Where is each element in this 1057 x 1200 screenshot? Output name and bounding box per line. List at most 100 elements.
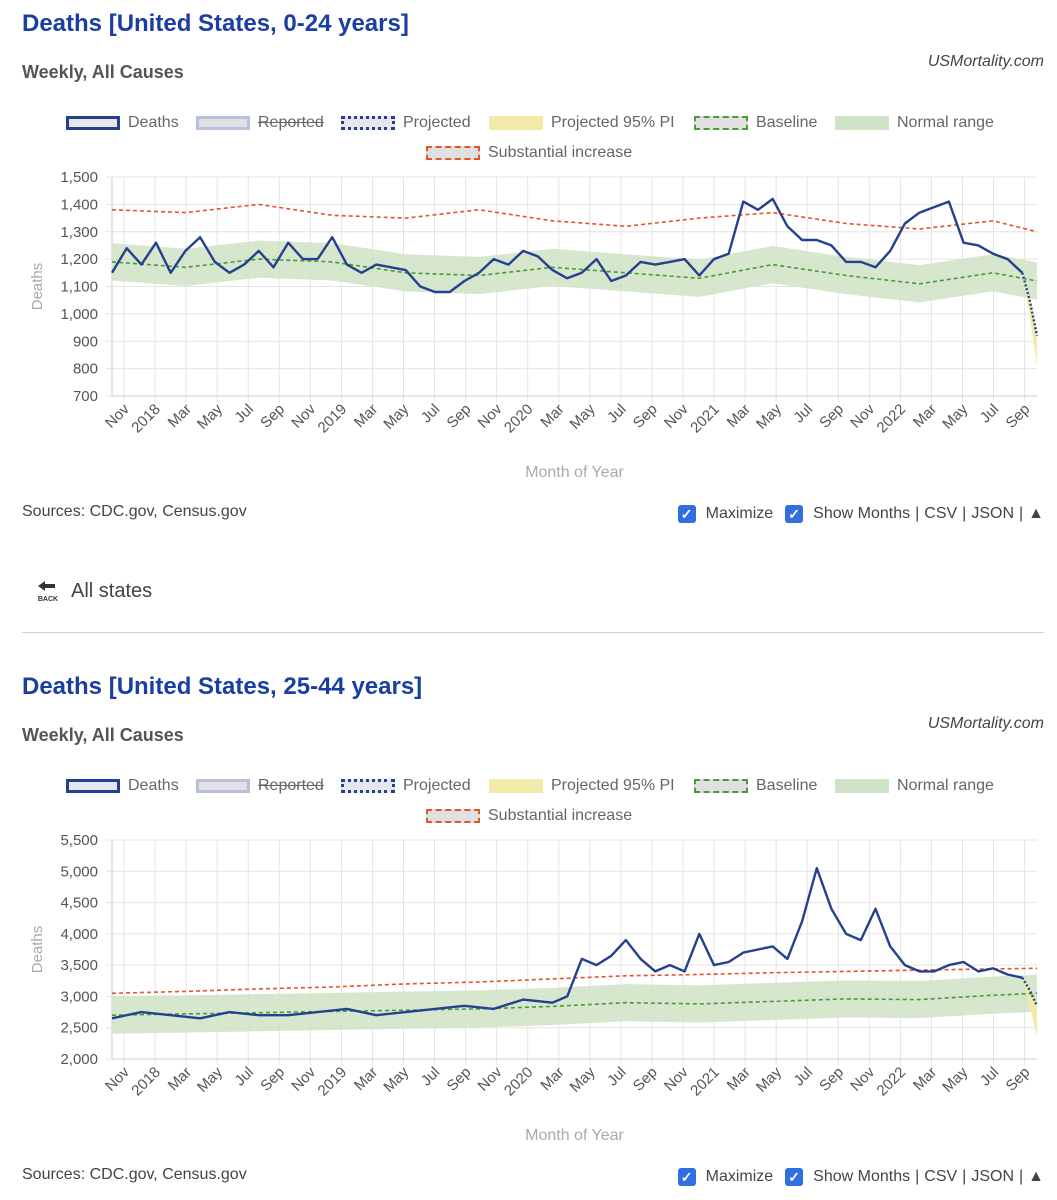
- y-tick-label: 5,000: [60, 863, 98, 880]
- csv-link[interactable]: CSV: [924, 505, 958, 522]
- legend-swatch: [66, 116, 120, 130]
- x-tick-label: Nov: [661, 400, 692, 431]
- x-tick-label: Nov: [475, 1063, 506, 1094]
- x-tick-label: 2022: [874, 1064, 910, 1100]
- chart-title: Deaths [United States, 25-44 years]: [22, 673, 423, 700]
- legend-item-substantial-increase[interactable]: Substantial increase: [426, 144, 632, 162]
- x-tick-label: Nov: [288, 1063, 319, 1094]
- legend-item-substantial-increase[interactable]: Substantial increase: [426, 807, 632, 825]
- chart-title: Deaths [United States, 0-24 years]: [22, 10, 409, 37]
- back-icon: BACK: [38, 581, 58, 603]
- x-tick-label: Mar: [537, 1064, 567, 1094]
- x-tick-label: Sep: [444, 1064, 475, 1095]
- scroll-top-icon[interactable]: ▲: [1028, 1168, 1044, 1185]
- legend-item-reported[interactable]: Reported: [196, 777, 324, 795]
- x-tick-label: Nov: [102, 400, 133, 431]
- x-tick-label: 2020: [501, 401, 537, 437]
- x-tick-label: Nov: [288, 400, 319, 431]
- separator: |: [962, 505, 967, 522]
- y-axis-title: Deaths: [29, 926, 46, 974]
- maximize-checkbox[interactable]: ✓: [677, 1168, 696, 1186]
- projected-line: [1021, 977, 1039, 1007]
- legend-label: Projected 95% PI: [551, 777, 675, 794]
- x-tick-label: Jul: [604, 401, 630, 427]
- legend-item-projected-pi[interactable]: Projected 95% PI: [489, 777, 675, 795]
- x-tick-label: 2021: [687, 1064, 723, 1100]
- x-tick-label: Mar: [537, 401, 567, 431]
- y-tick-label: 2,500: [60, 1020, 98, 1037]
- legend-item-baseline[interactable]: Baseline: [694, 114, 817, 132]
- x-tick-label: Sep: [257, 1064, 288, 1095]
- x-tick-label: May: [380, 400, 412, 432]
- legend-item-projected[interactable]: Projected: [341, 114, 471, 132]
- show-months-label: Show Months: [813, 1168, 911, 1185]
- x-tick-label: Sep: [257, 401, 288, 432]
- legend-item-normal-range[interactable]: Normal range: [835, 114, 994, 132]
- legend-item-deaths[interactable]: Deaths: [66, 777, 179, 795]
- separator: |: [915, 505, 920, 522]
- legend-swatch: [341, 116, 395, 130]
- legend-label: Projected: [403, 114, 471, 131]
- legend-item-projected[interactable]: Projected: [341, 777, 471, 795]
- maximize-label: Maximize: [705, 1168, 774, 1185]
- legend-item-normal-range[interactable]: Normal range: [835, 777, 994, 795]
- x-tick-label: Jul: [231, 401, 257, 427]
- y-tick-label: 2,000: [60, 1051, 98, 1068]
- back-link[interactable]: BACK All states: [35, 578, 152, 604]
- x-tick-label: 2022: [874, 401, 910, 437]
- legend-label: Normal range: [897, 114, 994, 131]
- legend-label: Deaths: [128, 114, 179, 131]
- show-months-checkbox[interactable]: ✓: [785, 1168, 804, 1186]
- x-tick-label: Sep: [1003, 1064, 1034, 1095]
- y-axis-title: Deaths: [29, 263, 46, 311]
- sources-text: Sources: CDC.gov, Census.gov: [22, 503, 247, 520]
- y-tick-label: 5,500: [60, 832, 98, 849]
- x-tick-label: May: [939, 400, 971, 432]
- legend-item-deaths[interactable]: Deaths: [66, 114, 179, 132]
- json-link[interactable]: JSON: [971, 1168, 1014, 1185]
- separator: |: [915, 1168, 920, 1185]
- legend-item-reported[interactable]: Reported: [196, 114, 324, 132]
- x-tick-label: 2018: [128, 1064, 164, 1100]
- scroll-top-icon[interactable]: ▲: [1028, 505, 1044, 522]
- legend-swatch: [694, 116, 748, 130]
- brand-label: USMortality.com: [927, 715, 1044, 732]
- show-months-label: Show Months: [813, 505, 911, 522]
- legend-label: Normal range: [897, 777, 994, 794]
- x-tick-label: Nov: [102, 1063, 133, 1094]
- show-months-checkbox[interactable]: ✓: [785, 505, 804, 523]
- csv-link[interactable]: CSV: [924, 1168, 958, 1185]
- x-tick-label: Sep: [630, 1064, 661, 1095]
- legend-label: Substantial increase: [488, 807, 633, 824]
- legend-item-baseline[interactable]: Baseline: [694, 777, 817, 795]
- divider: [22, 632, 1044, 633]
- legend-label: Baseline: [756, 777, 818, 794]
- y-tick-label: 1,200: [60, 251, 98, 268]
- chart-controls: ✓ Maximize ✓ Show Months | CSV | JSON | …: [677, 1168, 1044, 1186]
- json-link[interactable]: JSON: [971, 505, 1014, 522]
- y-tick-label: 1,500: [60, 169, 98, 186]
- x-tick-label: Jul: [977, 1064, 1003, 1090]
- substantial-increase-line: [111, 967, 1038, 995]
- maximize-checkbox[interactable]: ✓: [677, 505, 696, 523]
- y-tick-label: 4,000: [60, 926, 98, 943]
- separator: |: [1019, 505, 1024, 522]
- legend-swatch: [489, 116, 543, 130]
- y-tick-label: 3,500: [60, 957, 98, 974]
- normal-range-band: [112, 974, 1037, 1034]
- legend-swatch: [196, 779, 250, 793]
- legend-swatch: [196, 116, 250, 130]
- x-tick-label: May: [753, 400, 785, 432]
- legend-item-projected-pi[interactable]: Projected 95% PI: [489, 114, 675, 132]
- x-tick-label: 2019: [315, 401, 351, 437]
- legend-swatch: [489, 779, 543, 793]
- y-tick-label: 1,400: [60, 196, 98, 213]
- legend-swatch: [426, 809, 480, 823]
- legend-label: Reported: [258, 777, 324, 794]
- x-tick-label: May: [939, 1063, 971, 1095]
- x-axis-title: Month of Year: [525, 464, 624, 481]
- deaths-line: [111, 867, 1023, 1020]
- y-tick-label: 1,000: [60, 306, 98, 323]
- x-tick-label: 2018: [128, 401, 164, 437]
- line-chart: 1,5001,4001,3001,2001,1001,000900800700N…: [29, 169, 1039, 481]
